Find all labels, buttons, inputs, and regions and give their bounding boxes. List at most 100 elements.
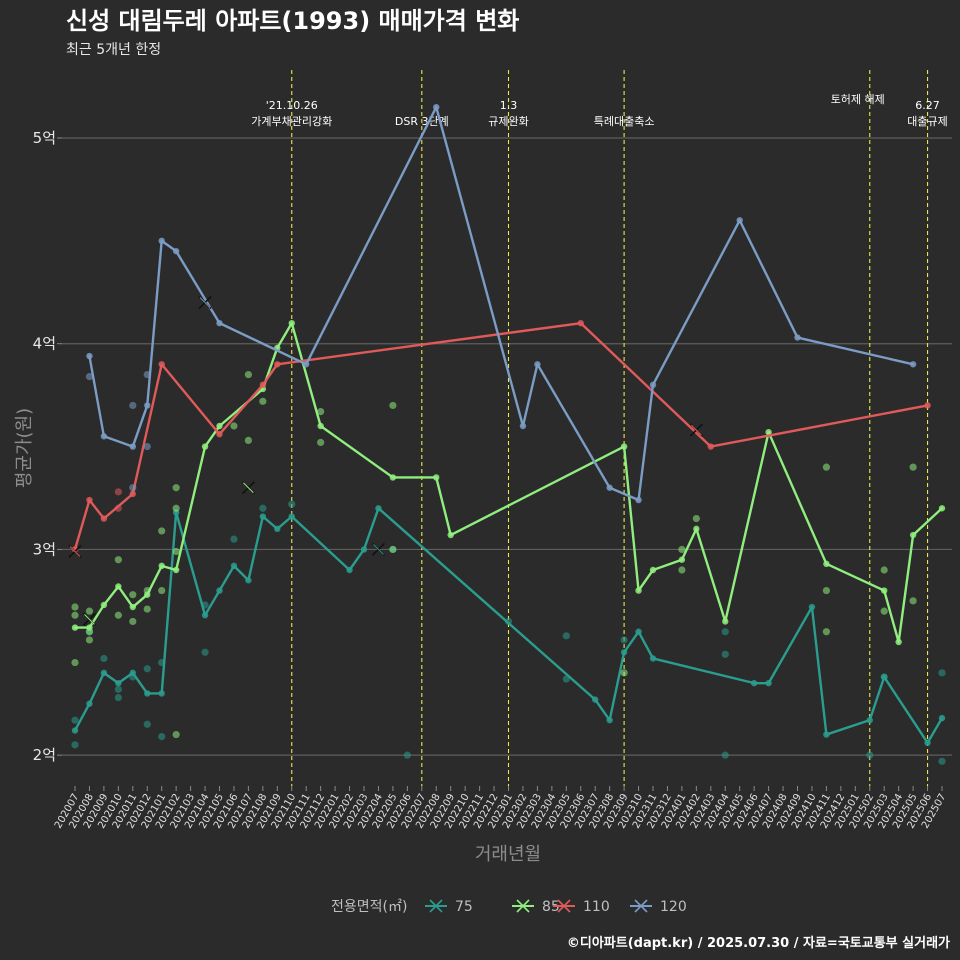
line-point-85-15 [433,474,440,481]
cross-stroke-c [690,424,702,436]
legend-title: 전용면적(㎡) [331,899,407,915]
legend: 전용면적(㎡) 75 85 110 120 [331,899,687,915]
point-85-13 [158,586,166,595]
point-120-0 [85,373,94,381]
line-point-75-18 [592,696,599,703]
line-point-85-21 [693,525,700,533]
chart-caption: ©디아파트(dapt.kr) / 2025.07.30 / 자료=국토교통부 실… [567,935,950,951]
line-point-85-18 [635,587,642,594]
point-75-24 [721,751,729,759]
cross-120-0 [198,296,212,310]
line-point-75-10 [230,562,238,570]
line-point-85-5 [144,591,151,598]
line-point-110-2 [100,515,108,522]
line-point-75-15 [346,566,353,574]
line-point-85-0 [71,624,79,631]
cross-85-0 [82,612,97,626]
line-point-110-7 [274,361,281,368]
line-point-75-16 [360,546,368,553]
line-point-75-23 [750,679,758,687]
line-point-75-26 [823,731,830,738]
line-point-85-22 [722,618,729,625]
line-point-110-4 [158,361,165,368]
y-tick-label-0: 2억 [33,746,56,764]
series-85 [71,319,946,739]
line-point-120-8 [433,103,440,111]
point-85-12 [158,527,166,535]
line-point-75-30 [938,714,946,722]
line-point-75-27 [866,716,873,724]
line-point-120-5 [172,247,180,255]
point-85-23 [317,438,325,447]
point-75-3 [100,654,108,663]
point-85-6 [114,556,122,564]
point-75-13 [230,535,238,543]
line-point-120-15 [794,334,801,341]
event-label-2-0: 1.3 [500,99,518,112]
point-75-22 [721,628,729,636]
line-point-75-11 [245,577,252,584]
point-85-28 [678,566,686,574]
chart-title: 신성 대림두레 아파트(1993) 매매가격 변화 [66,7,519,35]
line-point-110-0 [71,546,79,553]
line-point-85-27 [909,531,917,539]
point-75-14 [259,504,267,512]
line-point-110-1 [86,496,93,504]
point-75-7 [143,720,151,728]
legend-swatch-x2-110 [557,899,571,913]
line-point-75-12 [259,513,267,520]
point-85-34 [880,607,888,615]
line-point-75-0 [71,727,79,734]
point-85-30 [822,463,831,471]
line-point-85-25 [881,587,888,594]
legend-item-85: 85 [512,899,560,915]
point-85-22 [317,408,325,416]
point-85-36 [909,597,917,605]
y-tick-label-3: 5억 [33,129,56,147]
line-point-120-12 [635,496,642,504]
line-point-110-10 [924,402,931,409]
line-point-75-9 [216,587,223,594]
line-point-75-24 [765,679,772,687]
point-85-11 [143,605,151,613]
gridlines [62,137,952,756]
series-75 [71,500,946,765]
line-point-75-2 [100,669,108,677]
series-layer [68,103,946,765]
cross-stroke-c [243,482,254,494]
point-85-32 [822,628,831,636]
line-point-75-29 [924,739,931,746]
point-85-29 [692,514,700,523]
point-75-12 [201,648,209,656]
line-point-85-28 [938,505,946,512]
y-axis-label: 평균가(원) [14,408,35,488]
line-point-120-7 [303,361,310,368]
line-point-110-5 [216,431,223,438]
point-85-35 [909,463,917,471]
line-point-120-11 [606,484,613,491]
line-point-75-13 [274,525,281,533]
point-75-15 [288,500,296,508]
line-point-85-23 [765,428,772,436]
line-point-75-22 [649,655,657,662]
line-point-85-14 [389,474,397,481]
point-85-1 [71,611,79,619]
point-120-2 [129,484,137,492]
line-point-85-17 [620,443,628,450]
line-point-75-14 [288,513,295,520]
point-85-3 [85,607,94,615]
event-label-1-0: DSR 3단계 [395,115,449,128]
point-85-25 [389,545,397,554]
cross-110-0 [68,544,82,559]
point-85-33 [880,566,888,574]
cross-stroke-c [373,544,384,555]
line-point-85-3 [115,583,122,590]
line-point-120-13 [649,381,657,389]
line-point-85-7 [172,566,180,574]
x-axis-ticks: 2020072020082020092020102020112020122021… [53,786,949,831]
cross-75-0 [371,542,386,556]
event-label-5-0: 6.27 [915,99,940,112]
point-85-17 [172,730,180,739]
line-point-75-8 [201,612,209,619]
point-85-14 [172,484,180,492]
